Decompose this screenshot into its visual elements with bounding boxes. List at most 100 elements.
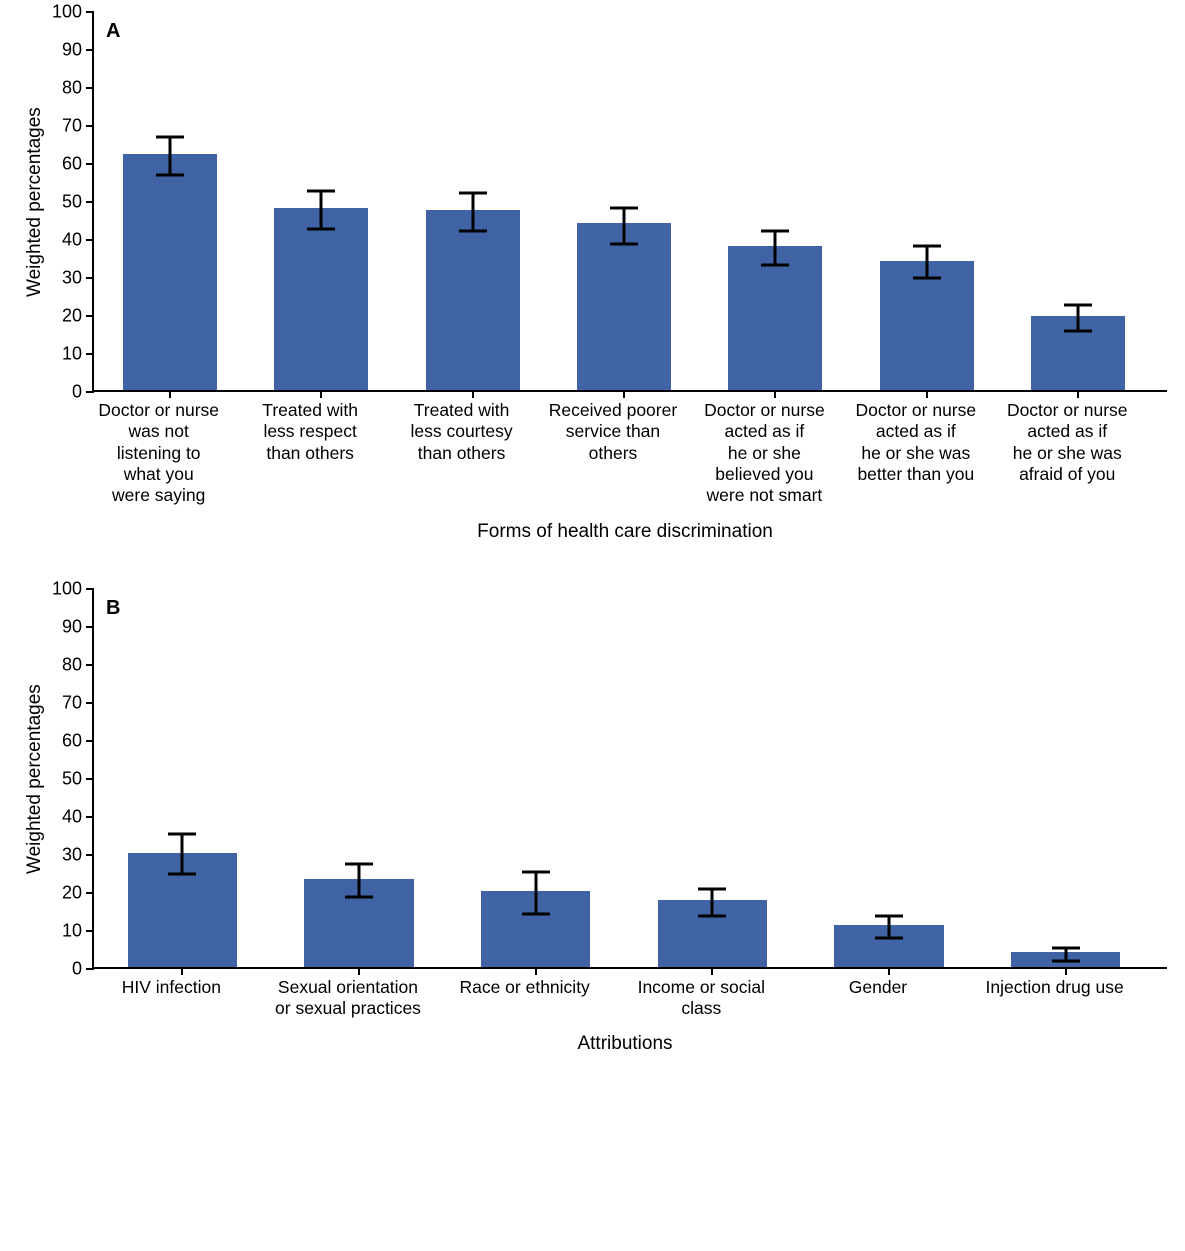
error-bar-cap xyxy=(522,912,550,915)
x-axis-title-b: Attributions xyxy=(83,1033,1167,1055)
y-tick-label: 70 xyxy=(62,692,82,713)
error-bar-cap xyxy=(156,136,184,139)
plot-area-b: B xyxy=(92,589,1167,969)
x-tick-mark xyxy=(320,390,322,398)
y-tick-mark xyxy=(86,778,94,780)
error-bar-stem xyxy=(925,246,928,278)
error-bar-stem xyxy=(358,864,361,896)
x-tick-mark xyxy=(774,390,776,398)
x-tick-mark xyxy=(888,967,890,975)
y-tick-mark xyxy=(86,277,94,279)
x-tick-label: Treated with less courtesy than others xyxy=(386,400,537,507)
error-bar-cap xyxy=(1064,303,1092,306)
x-tick-mark xyxy=(358,967,360,975)
y-axis-label-b: Weighted percentages xyxy=(18,589,46,969)
error-bar-cap xyxy=(913,244,941,247)
bar xyxy=(123,154,217,390)
error-bar-stem xyxy=(320,191,323,229)
error-bar-stem xyxy=(623,208,626,244)
plot-area-a: A xyxy=(92,12,1167,392)
error-bar-cap xyxy=(1052,960,1080,963)
error-bar-cap xyxy=(875,937,903,940)
y-tick-mark xyxy=(86,201,94,203)
bar xyxy=(728,246,822,390)
y-tick-label: 20 xyxy=(62,306,82,327)
y-tick-mark xyxy=(86,87,94,89)
bars-a xyxy=(94,12,1167,390)
error-bar-cap xyxy=(698,914,726,917)
x-tick-mark xyxy=(623,390,625,398)
x-tick-label: Doctor or nurse acted as if he or she be… xyxy=(689,400,840,507)
xtitle-row-b: Attributions xyxy=(18,1019,1167,1055)
y-tick-label: 30 xyxy=(62,268,82,289)
y-tick-label: 60 xyxy=(62,730,82,751)
y-axis-label-a: Weighted percentages xyxy=(18,12,46,392)
y-tick-mark xyxy=(86,664,94,666)
xtitle-row-a: Forms of health care discrimination xyxy=(18,507,1167,543)
x-tick-mark xyxy=(169,390,171,398)
y-tick-mark xyxy=(86,702,94,704)
chart-panel-a: Weighted percentages 0 10 20 30 40 50 60 70 80 90… xyxy=(18,12,1167,543)
y-tick-mark xyxy=(86,49,94,51)
y-tick-mark xyxy=(86,588,94,590)
y-tick-mark xyxy=(86,353,94,355)
bar xyxy=(426,210,520,391)
y-tick-mark xyxy=(86,391,94,393)
bars-b xyxy=(94,589,1167,967)
y-tick-label: 20 xyxy=(62,882,82,903)
error-bar-stem xyxy=(168,137,171,175)
error-bar-cap xyxy=(307,189,335,192)
y-tick-label: 90 xyxy=(62,616,82,637)
y-tick-mark xyxy=(86,11,94,13)
bar xyxy=(880,261,974,390)
error-bar-stem xyxy=(181,834,184,874)
y-tick-label: 0 xyxy=(72,958,82,979)
y-tick-label: 10 xyxy=(62,344,82,365)
y-tick-label: 60 xyxy=(62,154,82,175)
y-tick-mark xyxy=(86,968,94,970)
chart-panel-b: Weighted percentages 0102030405060708090… xyxy=(18,589,1167,1056)
y-tick-mark xyxy=(86,626,94,628)
y-tick-mark xyxy=(86,816,94,818)
error-bar-stem xyxy=(471,193,474,231)
bar xyxy=(274,208,368,390)
plot-wrap-b: Weighted percentages 0102030405060708090… xyxy=(18,589,1167,969)
y-tick-mark xyxy=(86,163,94,165)
x-tick-mark xyxy=(535,967,537,975)
y-tick-mark xyxy=(86,930,94,932)
y-tick-label: 10 xyxy=(62,920,82,941)
y-tick-label: 40 xyxy=(62,230,82,251)
error-bar-cap xyxy=(307,227,335,230)
error-bar-cap xyxy=(761,263,789,266)
y-tick-label: 100 xyxy=(52,2,82,23)
error-bar-stem xyxy=(1077,305,1080,332)
error-bar-cap xyxy=(168,832,196,835)
x-tick-label: Doctor or nurse acted as if he or she wa… xyxy=(840,400,991,507)
y-tick-label: 80 xyxy=(62,654,82,675)
x-tick-label: Gender xyxy=(790,977,967,1020)
y-tick-label: 90 xyxy=(62,40,82,61)
xlabel-row-b: HIV infectionSexual orientation or sexua… xyxy=(18,969,1167,1020)
error-bar-cap xyxy=(345,863,373,866)
y-tick-label: 50 xyxy=(62,768,82,789)
x-labels-a: Doctor or nurse was not listening to wha… xyxy=(83,392,1167,507)
x-tick-mark xyxy=(472,390,474,398)
y-tick-label: 100 xyxy=(52,578,82,599)
error-bar-stem xyxy=(774,231,777,265)
x-tick-mark xyxy=(711,967,713,975)
error-bar-cap xyxy=(875,914,903,917)
x-tick-label: Race or ethnicity xyxy=(436,977,613,1020)
x-tick-mark xyxy=(926,390,928,398)
x-axis-title-a: Forms of health care discrimination xyxy=(83,521,1167,543)
y-tick-label: 50 xyxy=(62,192,82,213)
x-tick-label: Sexual orientation or sexual practices xyxy=(260,977,437,1020)
x-tick-label: HIV infection xyxy=(83,977,260,1020)
xlabel-row-a: Doctor or nurse was not listening to wha… xyxy=(18,392,1167,507)
error-bar-cap xyxy=(1064,330,1092,333)
y-tick-label: 80 xyxy=(62,78,82,99)
x-tick-label: Injection drug use xyxy=(966,977,1143,1020)
x-tick-mark xyxy=(1077,390,1079,398)
y-tick-label: 70 xyxy=(62,116,82,137)
y-tick-label: 40 xyxy=(62,806,82,827)
y-tick-label: 0 xyxy=(72,382,82,403)
